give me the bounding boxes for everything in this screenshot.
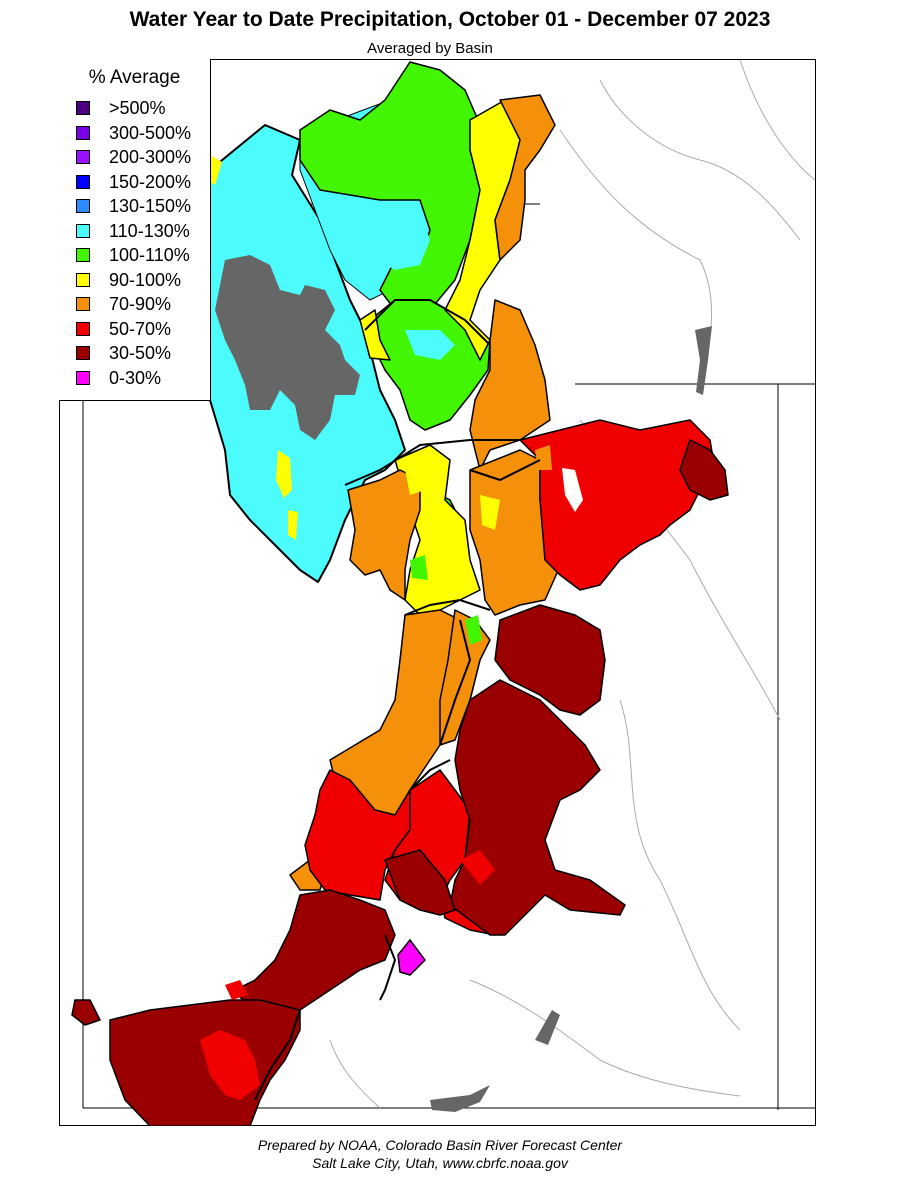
legend-item: 0-30% [76, 368, 206, 388]
legend-swatch [76, 346, 90, 360]
legend-item: 100-110% [76, 245, 206, 265]
legend-item: 200-300% [76, 147, 206, 167]
footer-location: Salt Lake City, Utah, www.cbrfc.noaa.gov [312, 1155, 568, 1171]
legend-item: 110-130% [76, 221, 206, 241]
basin-orange-green-patches [410, 555, 482, 645]
legend-swatch [76, 174, 90, 189]
legend-item: 30-50% [76, 343, 206, 363]
legend-label: >500% [109, 98, 166, 118]
legend-label: 110-130% [109, 220, 190, 241]
legend-swatch [76, 150, 90, 164]
reservoirs [430, 326, 712, 1112]
legend-item: >500% [76, 98, 206, 118]
legend-swatch [76, 248, 90, 262]
legend-label: 30-50% [109, 343, 172, 363]
legend-label: 70-90% [109, 294, 172, 314]
legend-swatch [76, 370, 90, 385]
basin-red-white-patches [562, 468, 583, 512]
legend-label: 150-200% [109, 171, 192, 192]
basin-red-orange-patches [535, 445, 552, 470]
legend-item: 70-90% [76, 294, 206, 314]
basin-darkred-red-patches [200, 850, 495, 1100]
legend-label: 90-100% [109, 269, 182, 290]
basin-magenta [397, 938, 426, 976]
legend-item: 300-500% [76, 123, 206, 143]
footer-credit: Prepared by NOAA, Colorado Basin River F… [257, 1137, 623, 1153]
legend-item: 90-100% [76, 270, 206, 290]
legend-swatch [76, 101, 90, 115]
legend-label: 100-110% [109, 245, 190, 265]
legend-swatch [76, 125, 90, 140]
legend-item: 130-150% [76, 196, 206, 216]
legend-swatch [76, 199, 90, 213]
map-title: Water Year to Date Precipitation, Octobe… [129, 8, 771, 31]
legend-label: 130-150% [109, 196, 192, 216]
legend-title: % Average [88, 67, 181, 88]
map-legend: % Average >500% 300-500% 200-300% 150-200% 1… [59, 59, 211, 401]
legend-label: 200-300% [109, 147, 192, 167]
legend-swatch [76, 321, 90, 336]
legend-label: 300-500% [109, 122, 192, 143]
legend-item: 150-200% [76, 172, 206, 192]
legend-label: 50-70% [109, 318, 172, 339]
basin-cyan-yellow-patches [210, 155, 298, 540]
precipitation-map [59, 59, 816, 1126]
basin-orange-yellow-patches [405, 468, 500, 530]
legend-label: 0-30% [109, 367, 162, 388]
legend-swatch [76, 272, 90, 287]
basin-orange [289, 94, 566, 891]
legend-swatch [76, 297, 90, 311]
basin-green-cyan-patches [340, 200, 455, 360]
legend-item: 50-70% [76, 319, 206, 339]
basin-boundaries [254, 299, 541, 1101]
legend-swatch [76, 223, 90, 238]
map-subtitle: Averaged by Basin [367, 40, 493, 57]
